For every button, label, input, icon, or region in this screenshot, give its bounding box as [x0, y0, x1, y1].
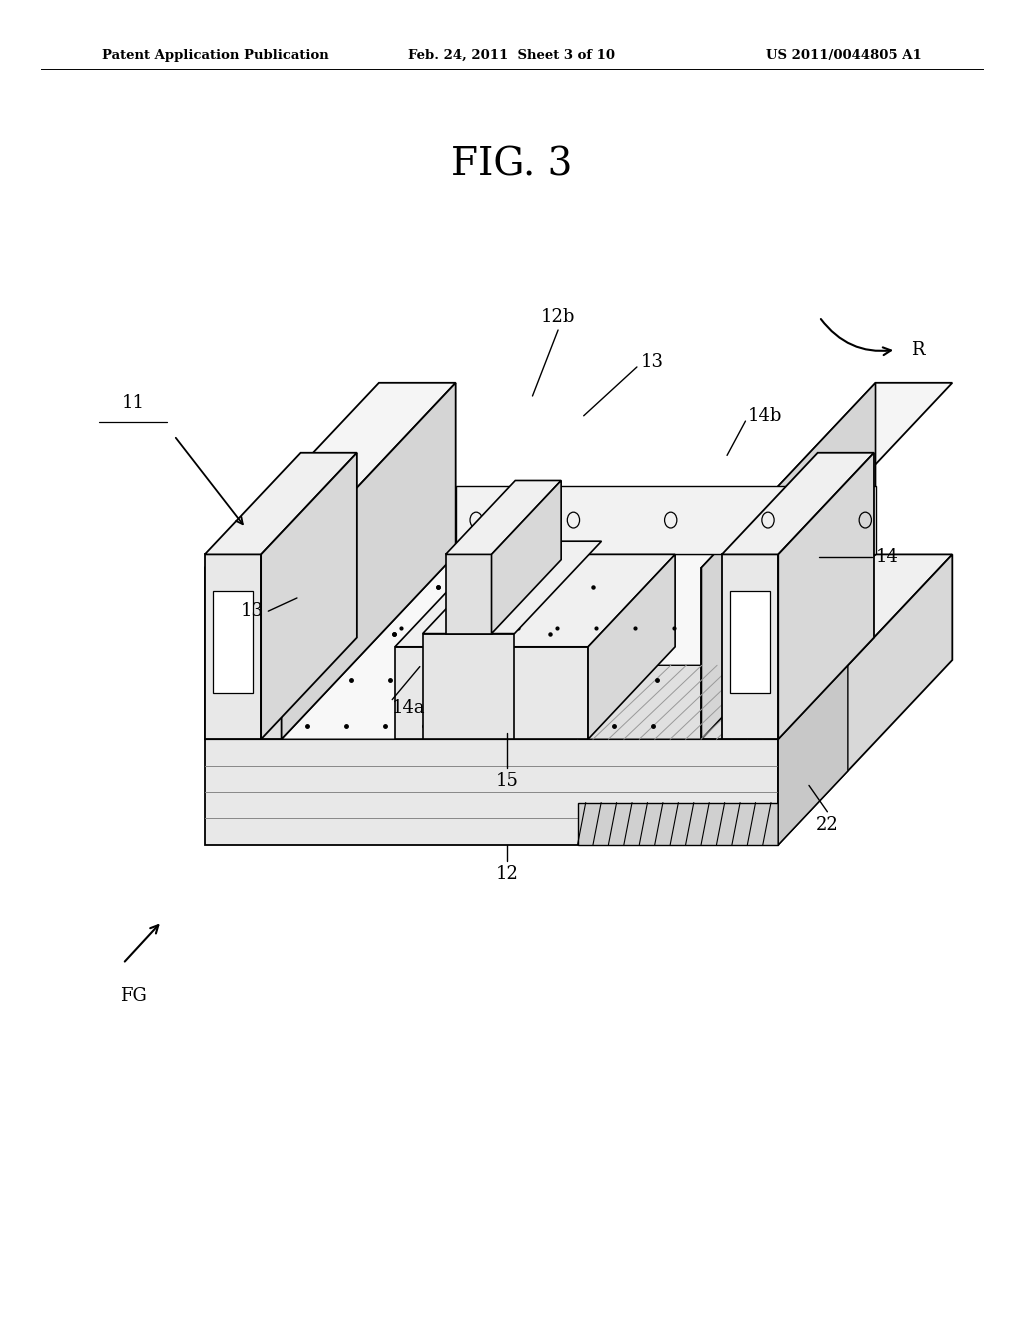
Polygon shape [213, 591, 253, 693]
Polygon shape [205, 739, 778, 845]
Polygon shape [778, 665, 848, 845]
Polygon shape [701, 383, 876, 739]
Polygon shape [778, 554, 952, 845]
Polygon shape [282, 554, 876, 739]
Polygon shape [588, 554, 675, 739]
Polygon shape [445, 480, 561, 554]
Text: 22: 22 [816, 816, 839, 834]
Polygon shape [423, 541, 601, 634]
Polygon shape [456, 486, 876, 554]
Polygon shape [722, 453, 874, 554]
Text: Patent Application Publication: Patent Application Publication [102, 49, 329, 62]
Text: 14b: 14b [748, 407, 782, 425]
Text: FIG. 3: FIG. 3 [452, 147, 572, 183]
Polygon shape [492, 480, 561, 634]
Text: US 2011/0044805 A1: US 2011/0044805 A1 [766, 49, 922, 62]
Polygon shape [205, 554, 261, 739]
Polygon shape [701, 568, 778, 739]
Text: FG: FG [120, 987, 146, 1006]
Text: Feb. 24, 2011  Sheet 3 of 10: Feb. 24, 2011 Sheet 3 of 10 [409, 49, 615, 62]
Polygon shape [205, 453, 357, 554]
Polygon shape [395, 554, 675, 647]
Text: 11: 11 [122, 393, 144, 412]
Text: 13: 13 [641, 352, 664, 371]
Polygon shape [423, 634, 514, 739]
Polygon shape [205, 568, 282, 739]
Polygon shape [778, 453, 874, 739]
Text: 12b: 12b [541, 308, 575, 326]
Polygon shape [578, 665, 848, 739]
Text: 12: 12 [496, 865, 518, 883]
Polygon shape [205, 554, 952, 739]
Polygon shape [722, 554, 778, 739]
Text: R: R [911, 341, 925, 359]
Polygon shape [730, 591, 770, 693]
Polygon shape [205, 383, 456, 568]
Polygon shape [578, 803, 778, 845]
Text: 14: 14 [876, 548, 898, 566]
Polygon shape [395, 647, 588, 739]
Text: 13: 13 [242, 602, 264, 620]
Polygon shape [282, 383, 456, 739]
Text: 14a: 14a [392, 698, 426, 717]
Polygon shape [261, 453, 357, 739]
Polygon shape [445, 554, 492, 634]
Text: 15: 15 [496, 772, 518, 791]
Polygon shape [701, 383, 952, 568]
